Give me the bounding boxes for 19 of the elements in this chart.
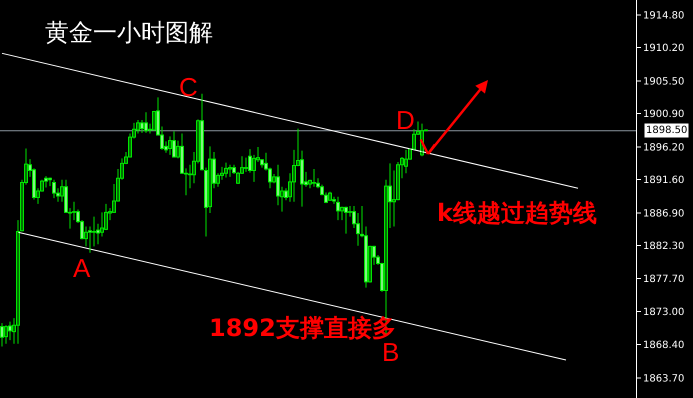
y-tick-label: 1900.90 bbox=[643, 109, 684, 120]
y-tick-label: 1882.30 bbox=[643, 241, 684, 252]
y-tick-label: 1914.80 bbox=[643, 10, 684, 22]
y-tick-label: 1886.90 bbox=[643, 208, 684, 220]
y-tick-label: 1891.60 bbox=[643, 175, 684, 186]
text: 黄金一小时图解 bbox=[45, 18, 214, 47]
y-tick-label: 1877.70 bbox=[643, 274, 684, 285]
annotation: A bbox=[73, 253, 91, 283]
y-tick-label: 1873.00 bbox=[643, 307, 684, 318]
y-tick-label: 1905.50 bbox=[643, 76, 684, 88]
y-tick-label: 1910.20 bbox=[643, 43, 684, 54]
y-tick-label: 1868.40 bbox=[643, 340, 684, 351]
ref-line-label: 1898.50 bbox=[646, 125, 688, 136]
annotation: D bbox=[396, 105, 415, 135]
annotation: C bbox=[179, 72, 198, 102]
y-tick-label: 1863.70 bbox=[643, 373, 684, 384]
y-tick-label: 1896.20 bbox=[643, 142, 684, 154]
annotation: B bbox=[382, 337, 400, 367]
annotation: k线越过趋势线 bbox=[437, 199, 597, 227]
